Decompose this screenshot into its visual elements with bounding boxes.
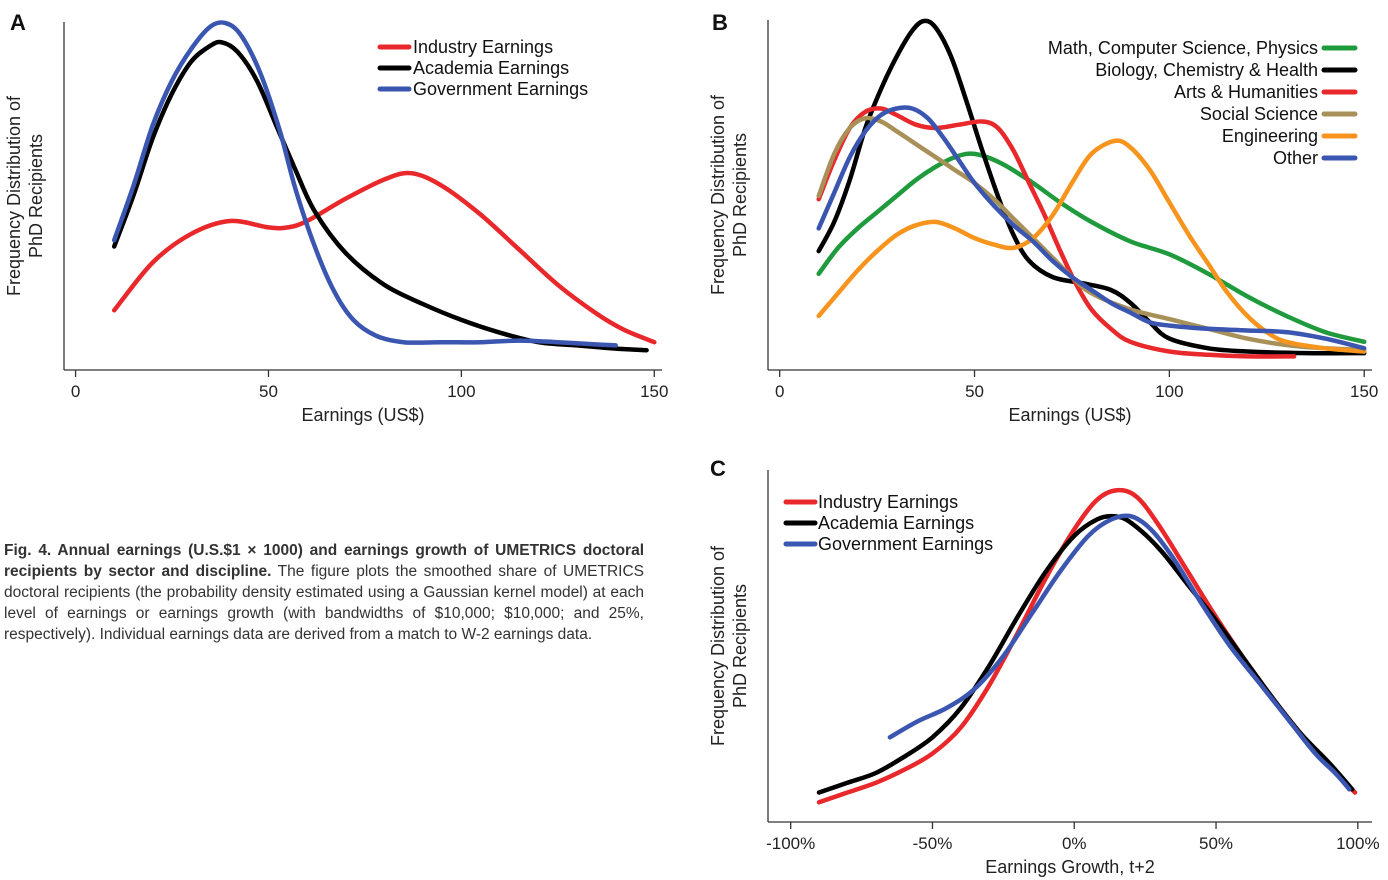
- legend-item: Biology, Chemistry & Health: [1095, 60, 1358, 80]
- series-line-math-computer-science-physics: [816, 151, 1367, 345]
- y-axis-title-line: Frequency Distribution of: [708, 545, 728, 746]
- legend-label: Other: [1273, 148, 1318, 168]
- panel-letter: C: [710, 456, 726, 481]
- x-tick-label: -100%: [766, 834, 815, 853]
- caption-body: The figure plots the smoothed share of U…: [4, 563, 644, 643]
- chart-panel-b: B 0 50 100 150 Earnings (US$) Frequency Distri…: [708, 10, 1378, 425]
- legend-label: Academia Earnings: [413, 58, 569, 78]
- legend-item: Other: [1273, 148, 1358, 168]
- legend-item: Industry Earnings: [783, 492, 958, 512]
- x-tick-label: 50%: [1199, 834, 1233, 853]
- legend-item: Academia Earnings: [783, 513, 974, 533]
- y-axis-title-line: PhD Recipients: [730, 584, 750, 708]
- legend-label: Industry Earnings: [413, 37, 553, 57]
- legend-item: Arts & Humanities: [1174, 82, 1358, 102]
- x-tick-label: 0: [775, 382, 784, 401]
- x-axis-title: Earnings Growth, t+2: [985, 857, 1155, 877]
- caption-title: Fig. 4. Annual earnings (U.S.$1 × 1000) …: [4, 542, 644, 580]
- legend-item: Government Earnings: [783, 534, 993, 554]
- series-line-government-earnings: [111, 20, 618, 348]
- legend-label: Social Science: [1200, 104, 1318, 124]
- legend: Math, Computer Science, PhysicsBiology, …: [1048, 38, 1358, 168]
- series-line-industry-earnings: [111, 170, 657, 345]
- x-tick-label: 0%: [1062, 834, 1087, 853]
- legend-label: Math, Computer Science, Physics: [1048, 38, 1318, 58]
- x-tick-label: 100: [447, 382, 475, 401]
- series-line-other: [816, 105, 1367, 351]
- legend-item: Industry Earnings: [377, 37, 553, 57]
- legend-label: Government Earnings: [818, 534, 993, 554]
- chart-panel-c: C -100% -50% 0% 50% 100% Earnings Growth, t+2 F…: [708, 456, 1380, 877]
- x-axis-title: Earnings (US$): [1008, 405, 1131, 425]
- y-axis-title-line: Frequency Distribution of: [708, 94, 728, 295]
- series-line-biology-chemistry-health: [816, 18, 1367, 356]
- legend-label: Arts & Humanities: [1174, 82, 1318, 102]
- legend-label: Government Earnings: [413, 79, 588, 99]
- legend-item: Social Science: [1200, 104, 1358, 124]
- x-tick-label: 100: [1155, 382, 1183, 401]
- legend-item: Math, Computer Science, Physics: [1048, 38, 1358, 58]
- x-tick-label: 150: [1350, 382, 1378, 401]
- legend-label: Industry Earnings: [818, 492, 958, 512]
- legend-item: Academia Earnings: [377, 58, 569, 78]
- panel-letter: A: [10, 10, 26, 35]
- y-axis-title-line: Frequency Distribution of: [4, 95, 24, 296]
- series-line-engineering: [816, 138, 1367, 354]
- x-tick-label: -50%: [913, 834, 953, 853]
- x-tick-label: 100%: [1336, 834, 1379, 853]
- chart-panel-a: A 0 50 100 150 Earnings (US$) Frequency Distri…: [4, 10, 668, 425]
- legend-item: Government Earnings: [377, 79, 588, 99]
- y-axis-title-line: PhD Recipients: [730, 133, 750, 257]
- legend-label: Engineering: [1222, 126, 1318, 146]
- x-tick-label: 0: [71, 382, 80, 401]
- legend-label: Academia Earnings: [818, 513, 974, 533]
- x-tick-label: 150: [640, 382, 668, 401]
- x-tick-label: 50: [259, 382, 278, 401]
- figure-caption: Fig. 4. Annual earnings (U.S.$1 × 1000) …: [4, 540, 644, 645]
- series-line-government-earnings: [887, 513, 1352, 792]
- x-axis-title: Earnings (US$): [301, 405, 424, 425]
- legend-item: Engineering: [1222, 126, 1358, 146]
- panel-letter: B: [712, 10, 728, 35]
- y-axis-title-line: PhD Recipients: [26, 134, 46, 258]
- x-tick-label: 50: [965, 382, 984, 401]
- legend-label: Biology, Chemistry & Health: [1095, 60, 1318, 80]
- series-line-arts-humanities: [816, 106, 1297, 359]
- series-line-academia-earnings: [816, 513, 1355, 795]
